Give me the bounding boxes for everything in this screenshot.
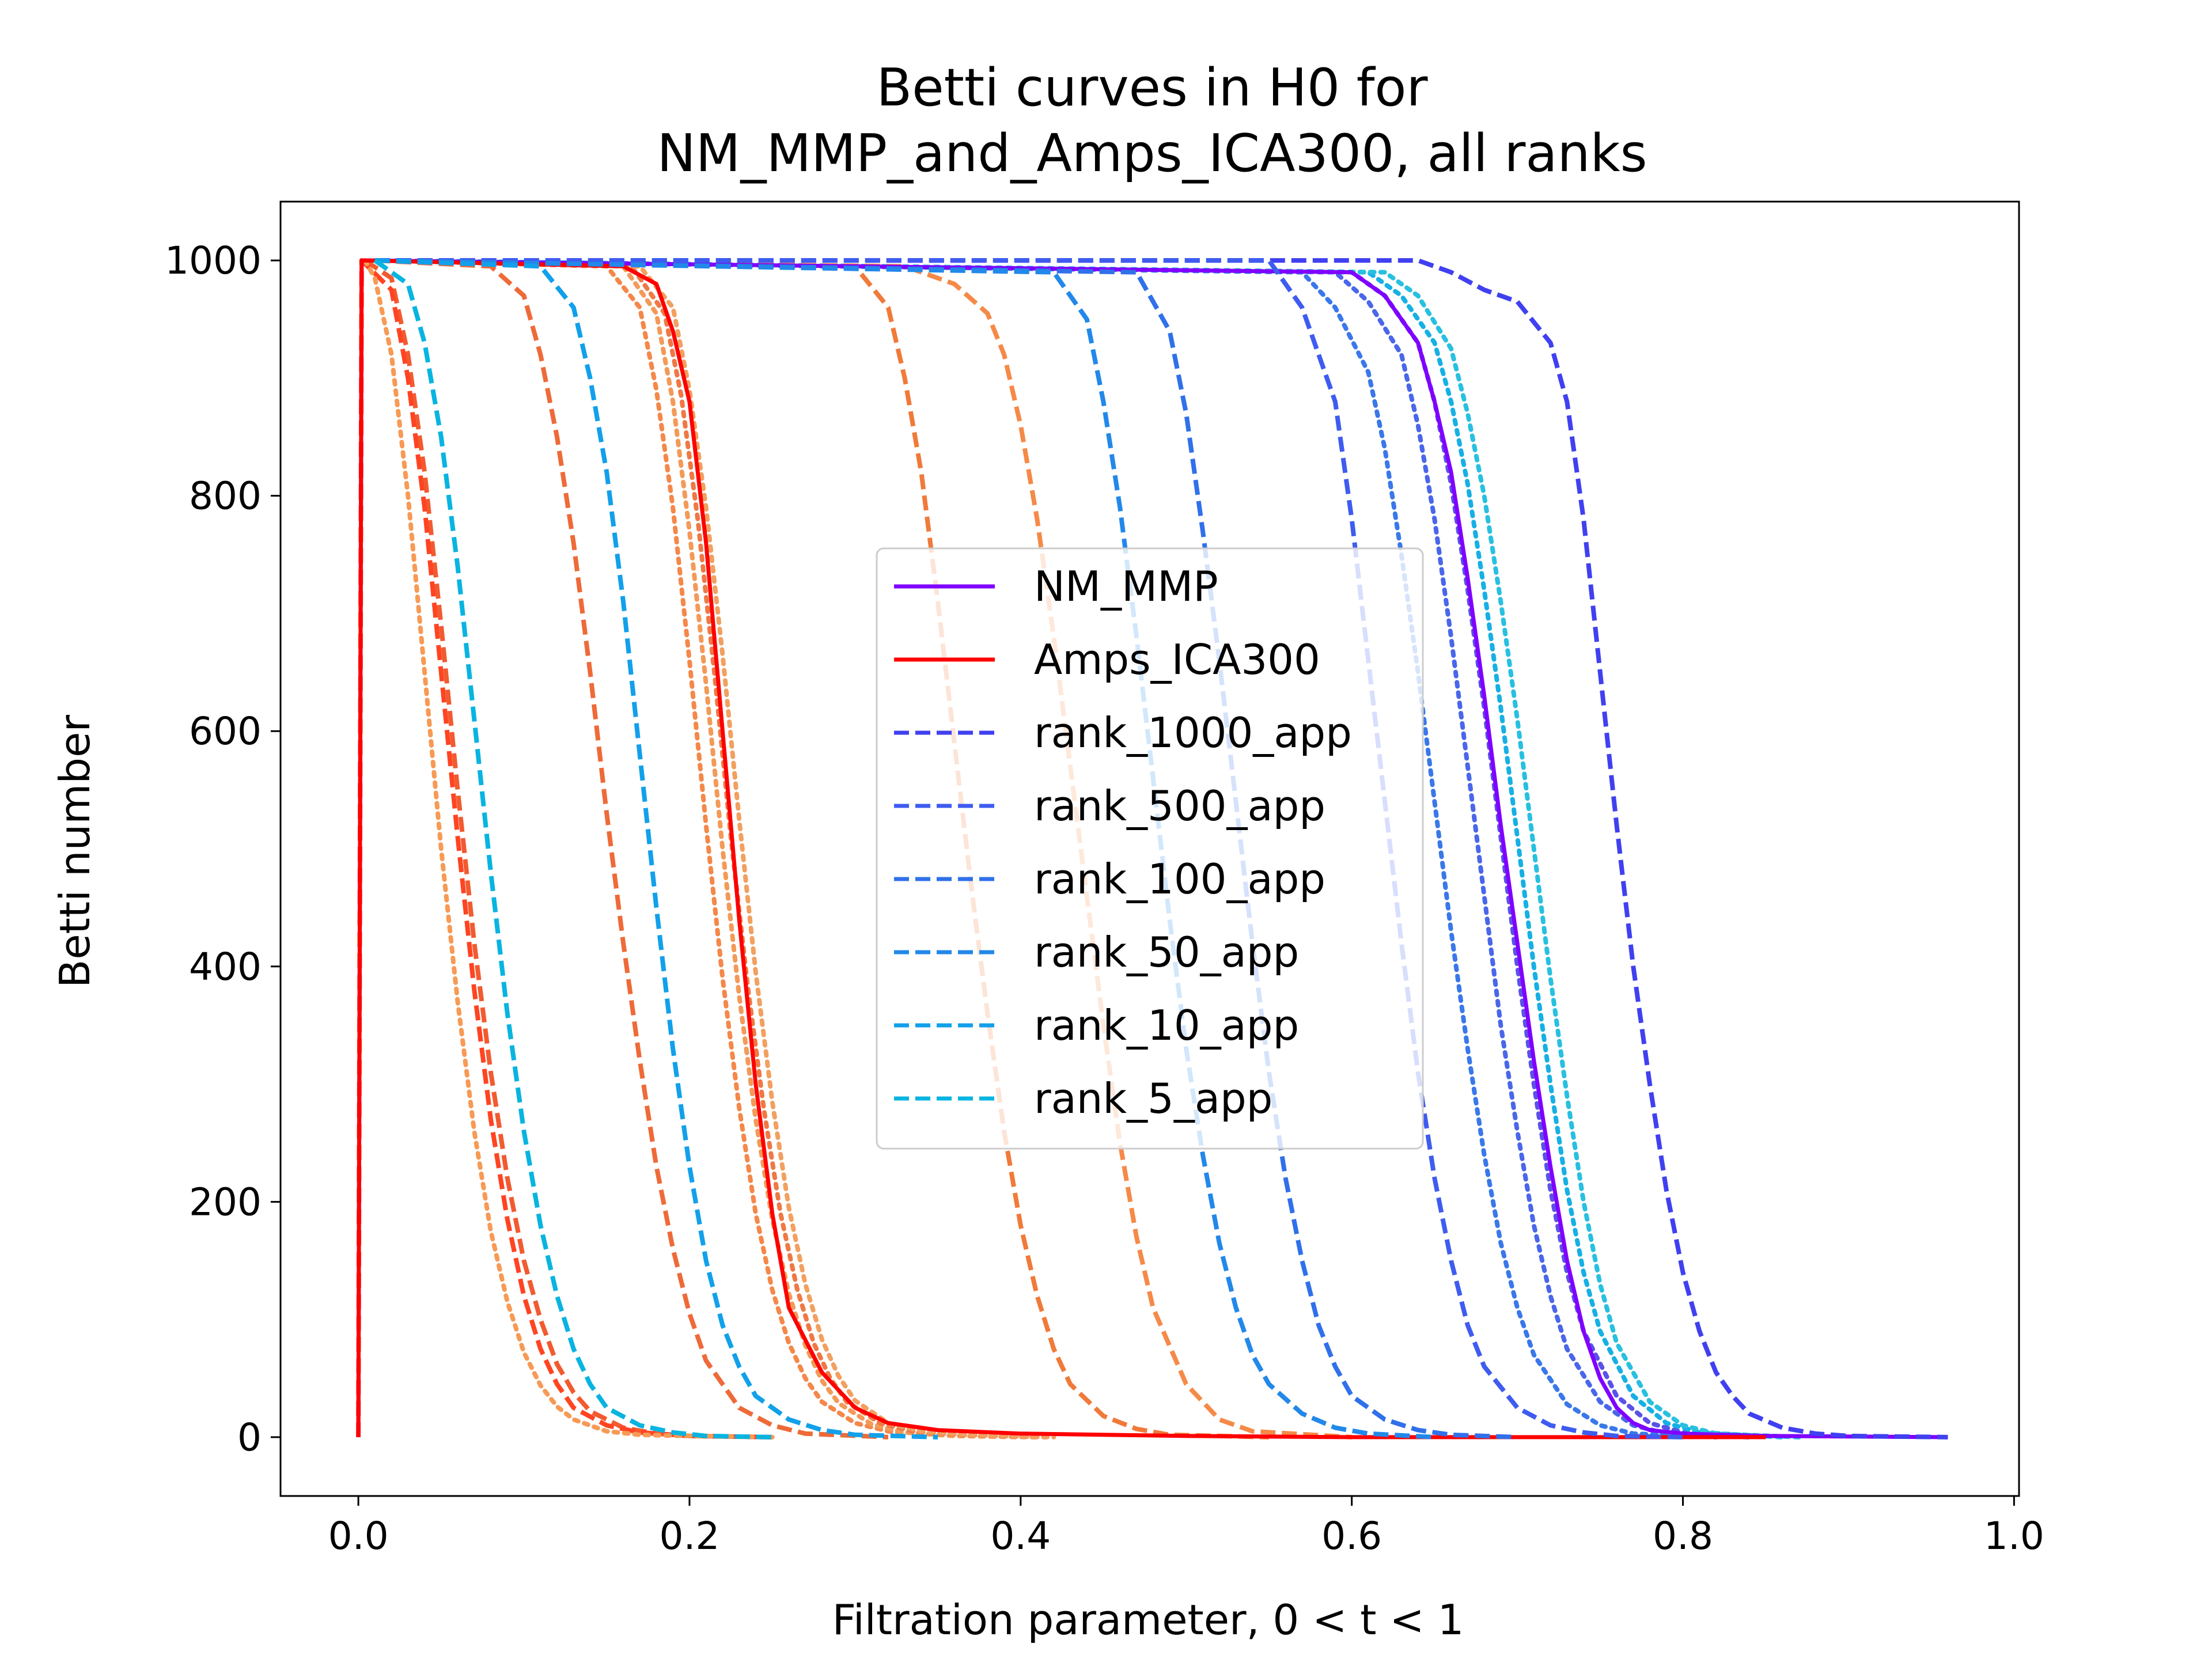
series-line-17 [356, 258, 772, 1440]
x-tick-label: 0.8 [1653, 1514, 1713, 1558]
y-tick-label: 0 [237, 1415, 262, 1460]
legend-box [876, 547, 1424, 1150]
legend-label: NM_MMP [1034, 562, 1218, 611]
series-line-21 [372, 258, 1048, 1440]
axes-frame [279, 200, 2020, 1497]
legend-label: rank_5_app [1034, 1074, 1272, 1123]
y-axis-label: Betti number [51, 715, 99, 988]
x-axis-label: Filtration parameter, 0 < t < 1 [832, 1596, 1464, 1644]
legend-label: rank_50_app [1034, 928, 1299, 976]
chart-title-line-1: Betti curves in H0 for [877, 58, 1428, 118]
series-line-3 [374, 258, 1683, 1440]
chart-title-line-2: NM_MMP_and_Amps_ICA300, all ranks [657, 123, 1647, 184]
x-tick-label: 1.0 [1984, 1514, 2044, 1558]
series-line-0 [356, 258, 1948, 1440]
legend-label: rank_10_app [1034, 1001, 1299, 1050]
legend-label: rank_100_app [1034, 855, 1325, 903]
series-line-8 [372, 258, 1768, 1440]
series-line-18 [362, 258, 775, 1440]
series-line-6 [374, 258, 938, 1440]
y-ticks: 0 200 400 600 800 1000 [165, 238, 281, 1460]
x-tick-label: 0.4 [990, 1514, 1051, 1558]
x-ticks: 0.0 0.2 0.4 0.6 0.8 1.0 [328, 1496, 2044, 1558]
y-tick-label: 400 [189, 945, 262, 989]
legend-label: rank_1000_app [1034, 709, 1352, 757]
series-line-9 [372, 258, 1752, 1440]
x-tick-label: 0.0 [328, 1514, 389, 1558]
x-tick-label: 0.6 [1321, 1514, 1382, 1558]
series-line-16 [363, 258, 772, 1440]
y-tick-label: 800 [189, 474, 262, 518]
series-line-15 [374, 258, 889, 1440]
legend-label: rank_500_app [1034, 782, 1325, 830]
y-tick-label: 200 [189, 1180, 262, 1224]
legend-entries: NM_MMP Amps_ICA300 rank_1000_app rank_500_a… [894, 562, 1352, 1123]
legend-label: Amps_ICA300 [1034, 635, 1320, 684]
series-line-19 [372, 258, 1023, 1440]
series-line-11 [372, 258, 1785, 1440]
series-line-7 [373, 258, 772, 1440]
series-line-1 [356, 258, 1766, 1440]
series-line-2 [374, 258, 1948, 1440]
series-line-10 [372, 258, 1718, 1440]
series-line-12 [372, 258, 1801, 1440]
y-tick-label: 600 [189, 709, 262, 753]
legend: NM_MMP Amps_ICA300 rank_1000_app rank_500_a… [876, 547, 1424, 1150]
y-tick-label: 1000 [165, 238, 262, 283]
series-line-20 [372, 258, 1040, 1440]
x-tick-label: 0.2 [659, 1514, 719, 1558]
